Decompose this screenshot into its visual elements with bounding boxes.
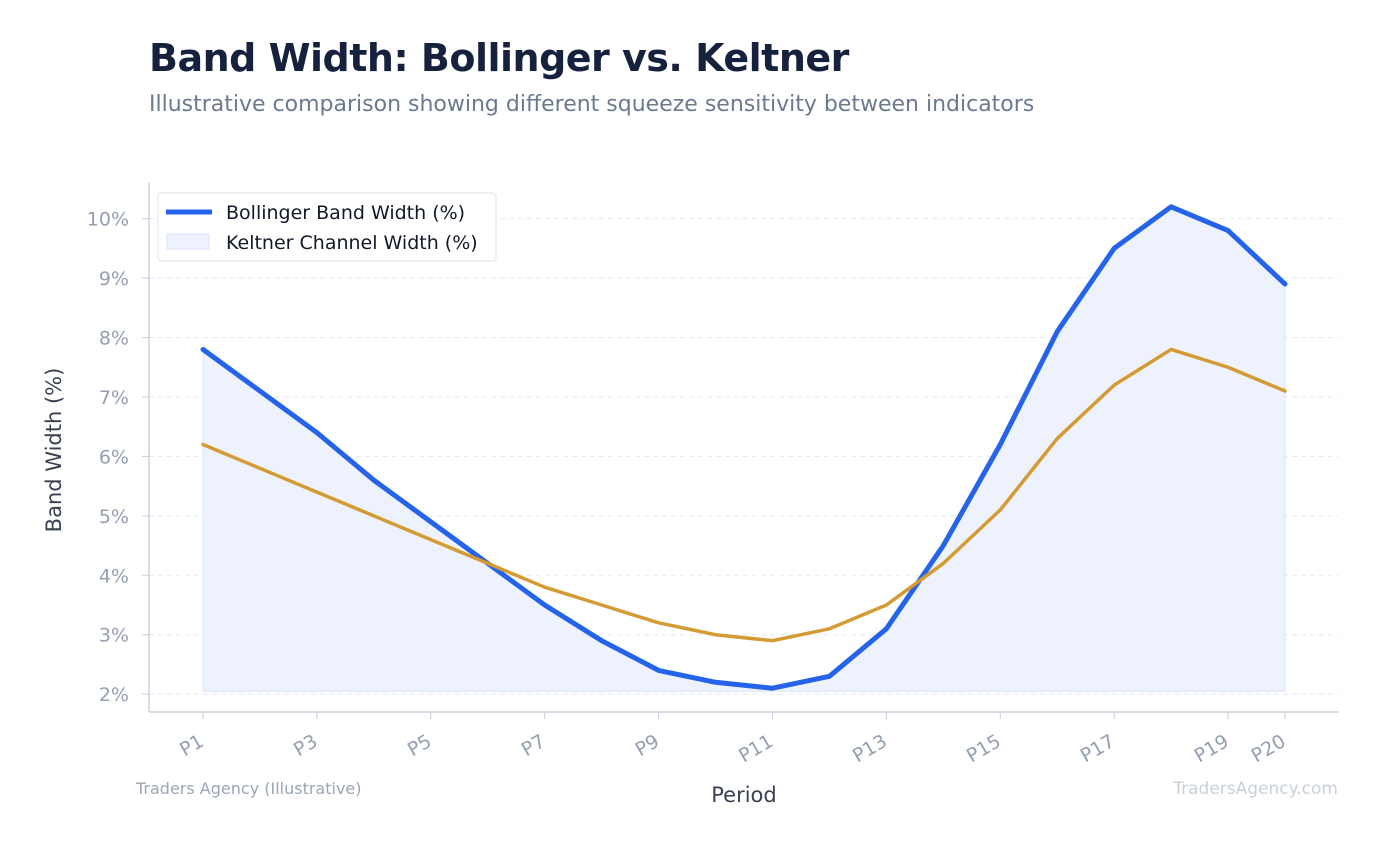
y-tick-label: 10% (87, 209, 129, 231)
legend-box (157, 192, 497, 262)
y-tick-label: 5% (99, 506, 129, 528)
y-axis-label: Band Width (%) (42, 368, 66, 533)
bollinger-line (200, 204, 1288, 691)
y-tick-label: 7% (99, 387, 129, 409)
x-tick-label: P17 (1077, 730, 1119, 767)
legend-keltner-swatch (166, 233, 210, 250)
x-tick-label: P7 (518, 730, 549, 761)
y-tick-label: 3% (99, 625, 129, 647)
x-tick-label: P9 (632, 730, 663, 761)
legend: Bollinger Band Width (%) Keltner Channel… (157, 192, 497, 262)
chart-subtitle: Illustrative comparison showing differen… (149, 92, 1035, 117)
y-tick-label: 6% (99, 446, 129, 468)
x-axis-label: Period (711, 783, 776, 807)
brand-watermark: TradersAgency.com (1173, 779, 1338, 799)
chart-title: Band Width: Bollinger vs. Keltner (149, 36, 849, 80)
axes (142, 183, 1339, 719)
x-tick-label: P20 (1248, 730, 1290, 767)
y-tick-label: 2% (99, 684, 129, 706)
x-tick-label: P3 (290, 730, 321, 761)
y-tick-label: 8% (99, 328, 129, 350)
legend-keltner-label: Keltner Channel Width (%) (226, 232, 478, 254)
keltner-line (201, 347, 1287, 643)
x-tick-label: P11 (735, 730, 777, 767)
legend-bollinger-label: Bollinger Band Width (%) (226, 202, 465, 224)
x-tick-label: P1 (176, 730, 207, 761)
x-tick-label: P15 (963, 730, 1005, 767)
x-tick-label: P19 (1191, 730, 1233, 767)
bollinger-area-fill (202, 206, 1286, 692)
bollinger-area (202, 206, 1286, 692)
y-tick-label: 4% (99, 565, 129, 587)
x-tick-label: P5 (404, 730, 435, 761)
series-lines (200, 204, 1288, 691)
x-tick-label: P13 (849, 730, 891, 767)
source-note: Traders Agency (Illustrative) (136, 779, 362, 798)
y-tick-label: 9% (99, 268, 129, 290)
